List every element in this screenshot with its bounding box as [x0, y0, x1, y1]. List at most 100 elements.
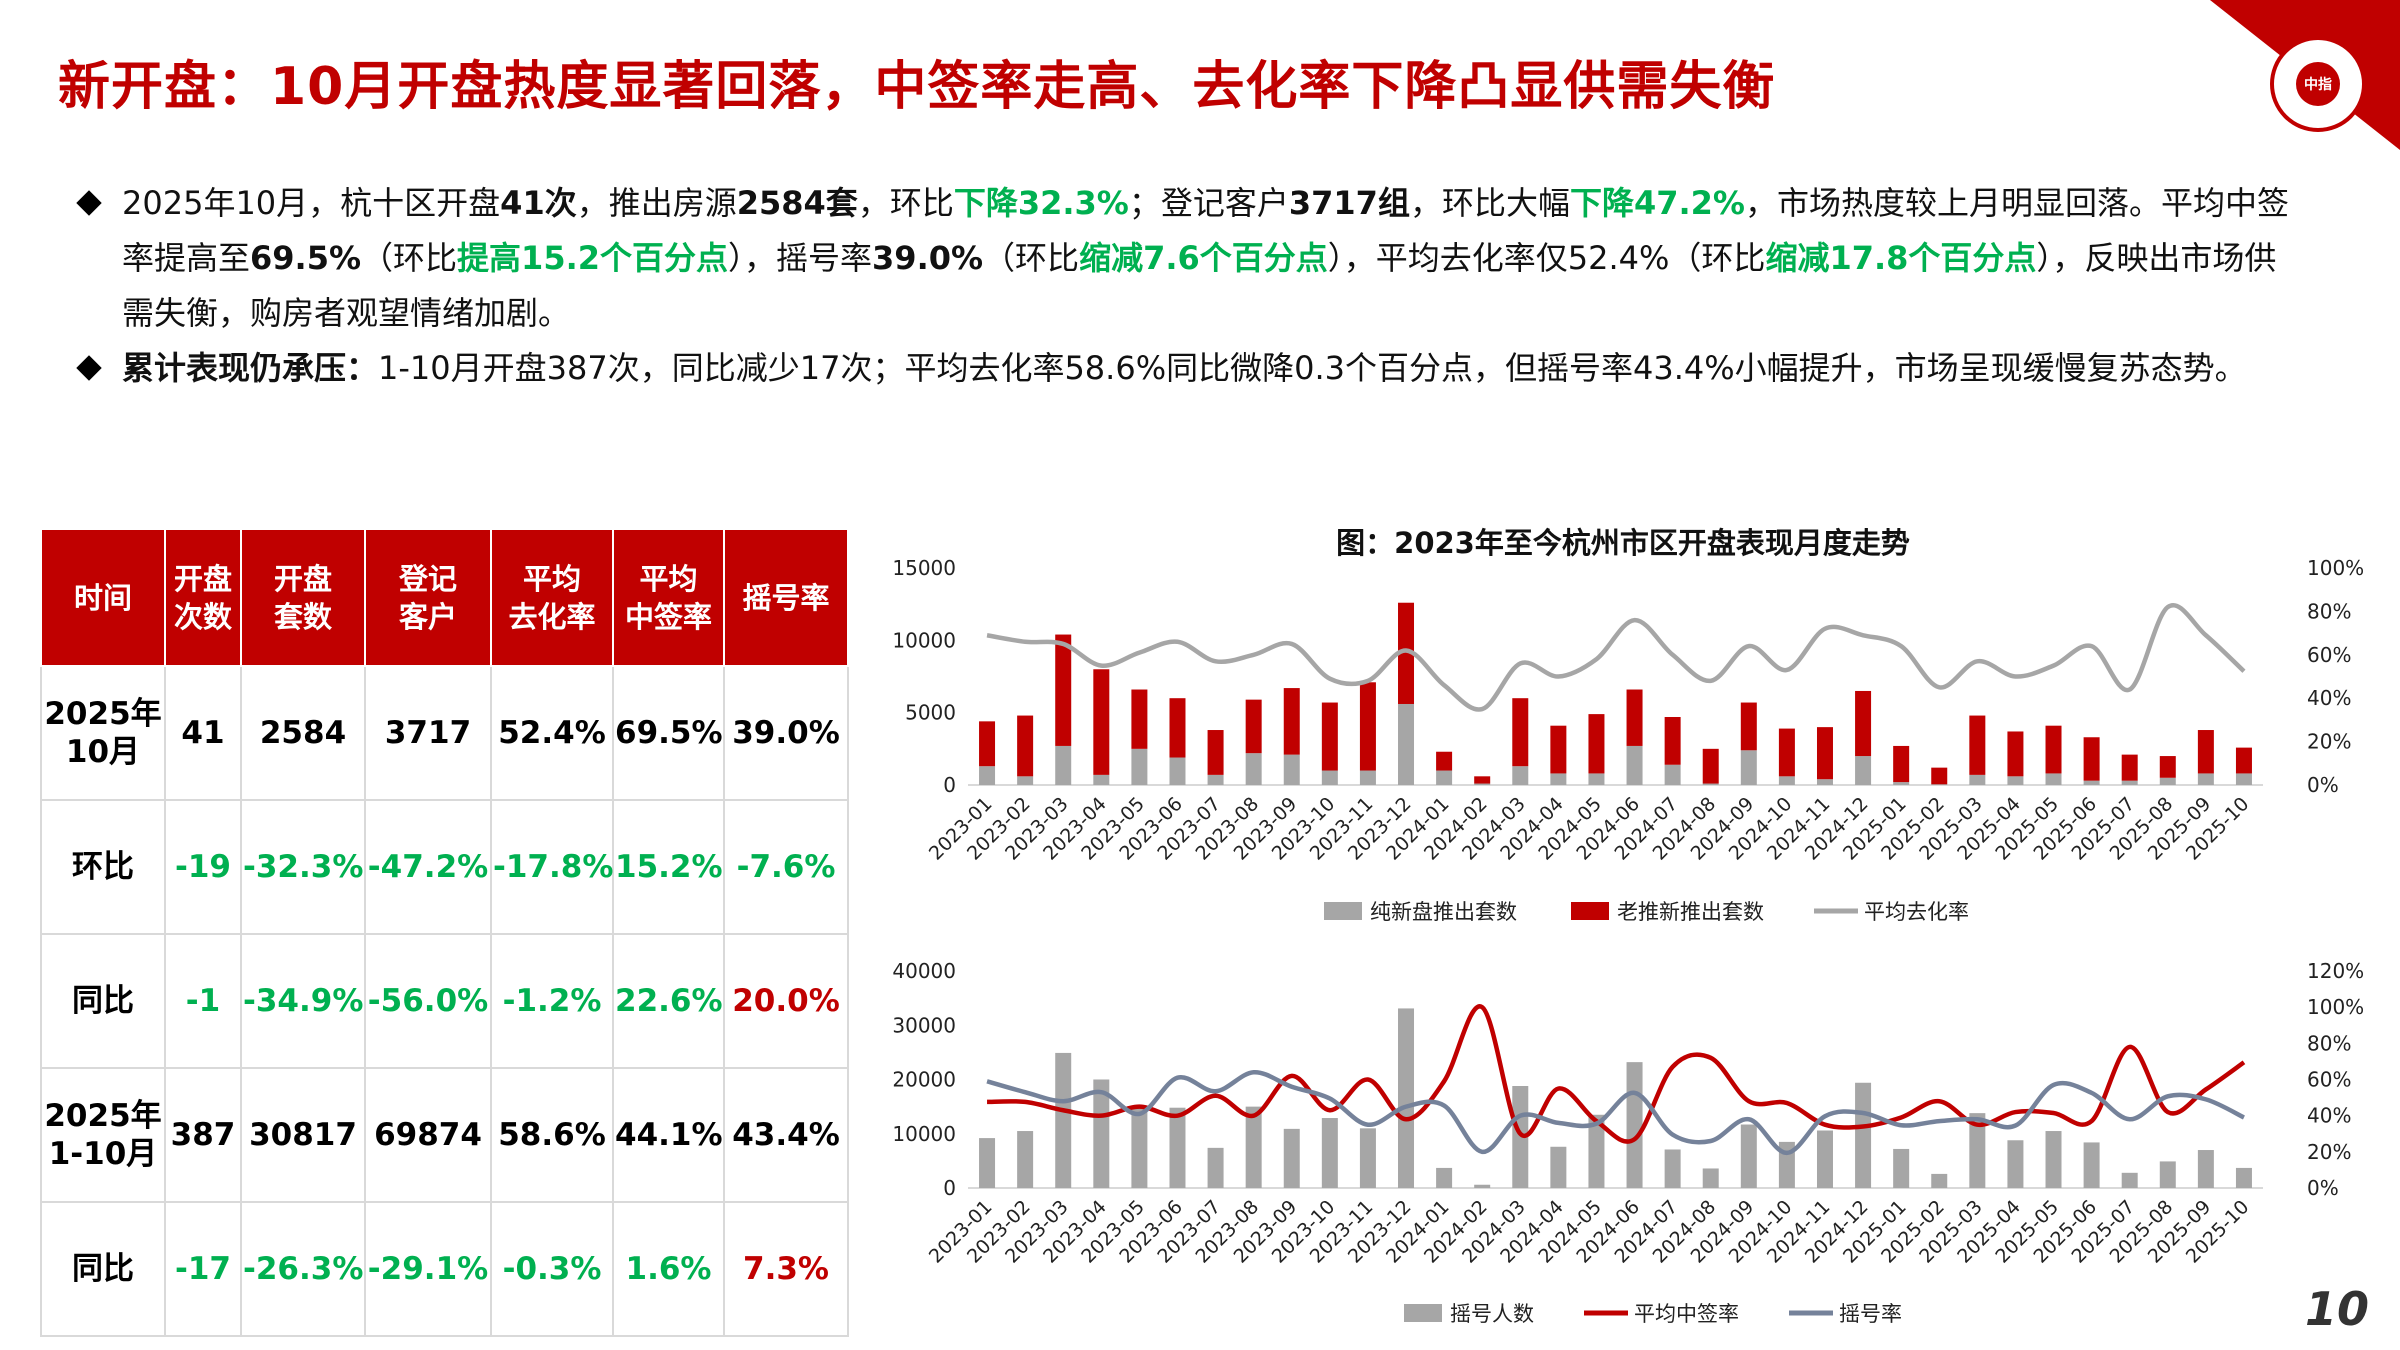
bar-stack — [1398, 703, 1415, 785]
bar-stack — [1588, 773, 1605, 785]
highlight-change: 提高15.2个百分点 — [457, 239, 729, 277]
row-label: 2025年 10月 — [40, 665, 166, 801]
column-header: 登记 客户 — [364, 528, 492, 667]
series-line — [987, 1004, 2246, 1144]
y-left-tick-label: 5000 — [905, 701, 956, 725]
legend-swatch — [1571, 902, 1609, 920]
bar-bar — [1055, 1052, 1072, 1188]
bar-bar — [1969, 1113, 1986, 1188]
bar-bar — [1131, 1106, 1148, 1188]
y-right-tick-label: 20% — [2307, 1140, 2351, 1164]
y-right-tick-label: 80% — [2307, 1031, 2351, 1055]
table-cell: -17 — [164, 1201, 242, 1337]
highlight-change: 下降47.2% — [1569, 184, 1745, 222]
bar-stack — [1512, 698, 1529, 767]
bar-bar — [1398, 1008, 1415, 1188]
bullet-text: ），摇号率 — [728, 239, 873, 277]
bar-stack — [1626, 745, 1643, 785]
table-row: 2025年 1-10月 387 30817 69874 58.6% 44.1% 43.4% — [40, 1067, 849, 1203]
legend-label: 平均去化率 — [1864, 900, 1969, 924]
summary-table: 时间 开盘 次数 开盘 套数 登记 客户 平均 去化率 平均 中签率 摇号率 2025年 1… — [40, 528, 849, 1337]
y-right-tick-label: 40% — [2307, 686, 2351, 710]
highlight-value: 41次 — [500, 184, 577, 222]
bar-stack — [1017, 715, 1034, 777]
bar-stack — [1855, 690, 1872, 757]
table-cell: -1 — [164, 933, 242, 1069]
y-right-tick-label: 60% — [2307, 1068, 2351, 1092]
table-cell: -26.3% — [240, 1201, 366, 1337]
bar-stack — [1245, 699, 1262, 754]
bar-stack — [1436, 770, 1453, 785]
bar-bar — [1169, 1107, 1186, 1188]
bar-stack — [1778, 728, 1795, 777]
table-cell: 22.6% — [612, 933, 725, 1069]
bar-stack — [2197, 730, 2214, 774]
bar-stack — [1245, 753, 1262, 785]
bar-bar — [1664, 1149, 1681, 1188]
bar-bar — [2083, 1142, 2100, 1188]
bar-bar — [1207, 1147, 1224, 1188]
bar-bar — [1245, 1106, 1262, 1188]
column-header: 开盘 套数 — [240, 528, 366, 667]
legend-label: 摇号率 — [1839, 1302, 1902, 1326]
bullet-text: ；登记客户 — [1128, 184, 1289, 222]
bar-bar — [2007, 1140, 2024, 1188]
bar-stack — [1740, 750, 1757, 785]
y-left-tick-label: 40000 — [892, 959, 956, 983]
bar-stack — [1626, 689, 1643, 746]
summary-bullets: 2025年10月，杭十区开盘41次，推出房源2584套，环比下降32.3%；登记… — [76, 176, 2300, 396]
bar-bar — [1283, 1128, 1300, 1188]
bar-stack — [1664, 764, 1681, 785]
y-left-tick-label: 15000 — [892, 556, 956, 580]
bar-stack — [1055, 634, 1072, 746]
bar-bar — [1512, 1086, 1529, 1188]
bar-stack — [1131, 748, 1148, 785]
bar-stack — [1055, 745, 1072, 785]
bar-bar — [2197, 1150, 2214, 1188]
table-cell: 15.2% — [612, 799, 725, 935]
column-header: 摇号率 — [723, 528, 849, 667]
bar-stack — [1931, 767, 1948, 785]
table-cell: 44.1% — [612, 1067, 725, 1203]
table-cell: -0.3% — [490, 1201, 614, 1337]
y-right-tick-label: 0% — [2307, 1176, 2339, 1200]
bar-stack — [1321, 702, 1338, 771]
bullet-text: ，推出房源 — [576, 184, 737, 222]
highlight-value: 累计表现仍承压： — [122, 349, 379, 387]
bar-stack — [1588, 714, 1605, 774]
bullet-text: 1-10月开盘387次，同比减少17次；平均去化率58.6%同比微降0.3个百分… — [378, 349, 2247, 387]
table-cell: 69.5% — [612, 665, 725, 801]
bar-bar — [1816, 1130, 1833, 1188]
bar-bar — [1626, 1062, 1643, 1188]
page-number: 10 — [2305, 1282, 2370, 1336]
bar-stack — [1321, 770, 1338, 785]
table-row: 2025年 10月 41 2584 3717 52.4% 69.5% 39.0% — [40, 665, 849, 801]
table-cell: 69874 — [364, 1067, 492, 1203]
bar-stack — [1893, 782, 1910, 785]
bar-stack — [1093, 669, 1110, 775]
highlight-change: 缩减7.6个百分点 — [1079, 239, 1328, 277]
bar-stack — [1969, 715, 1986, 775]
bar-bar — [1740, 1124, 1757, 1188]
bar-stack — [1131, 689, 1148, 749]
bar-stack — [1702, 748, 1719, 784]
bar-bar — [979, 1138, 996, 1188]
bullet-item: 2025年10月，杭十区开盘41次，推出房源2584套，环比下降32.3%；登记… — [76, 176, 2300, 341]
column-header: 时间 — [40, 528, 166, 667]
table-cell: -7.6% — [723, 799, 849, 935]
china-index-academy-logo: 中指 — [2270, 36, 2366, 132]
table-cell: 387 — [164, 1067, 242, 1203]
bar-stack — [1740, 702, 1757, 751]
bullet-text: （环比 — [361, 239, 458, 277]
table-cell: 20.0% — [723, 933, 849, 1069]
bar-stack — [1778, 776, 1795, 785]
highlight-value: 2584套 — [736, 184, 858, 222]
bar-bar — [1893, 1148, 1910, 1188]
bar-stack — [2045, 725, 2062, 774]
highlight-value: 69.5% — [250, 239, 362, 277]
table-cell: 39.0% — [723, 665, 849, 801]
table-cell: 3717 — [364, 665, 492, 801]
legend-label: 纯新盘推出套数 — [1370, 900, 1517, 924]
table-cell: -19 — [164, 799, 242, 935]
